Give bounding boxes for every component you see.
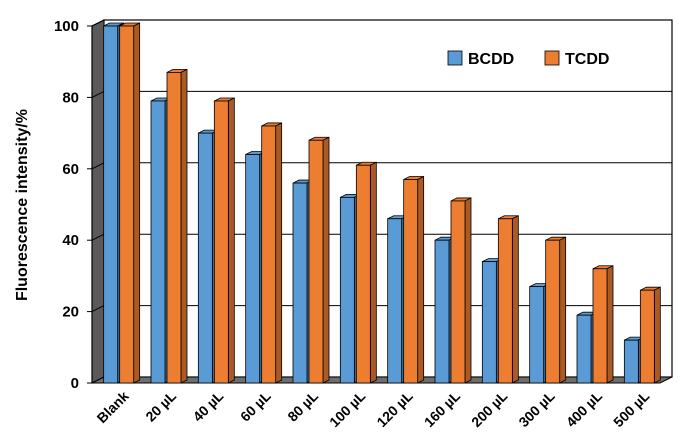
bar-front [403,179,419,384]
y-axis-title: Fluorescence intensity/% [14,109,31,301]
bar-front [529,286,545,384]
bar-front [497,218,513,384]
gridline-side [91,90,105,98]
gridline-side [91,162,105,170]
bar-tcdd [213,97,235,384]
bar-front [103,25,119,384]
bar-side [322,136,330,384]
bar-side [227,97,235,384]
x-tick-label: 300 µL [515,387,558,430]
x-tick-label: 60 µL [237,388,274,425]
bar-front [481,261,497,384]
legend-label-bcdd: BCDD [468,51,514,68]
bar-front [119,25,135,384]
legend-label-tcdd: TCDD [565,51,609,68]
gridline-side [91,19,105,27]
bar-tcdd [119,22,141,384]
bars [103,22,661,384]
y-tick-label: 20 [62,304,79,321]
y-tick-label: 40 [62,232,79,249]
bar-front [592,268,608,384]
bar-front [339,196,355,384]
x-tick-label: 80 µL [284,388,321,425]
x-tick-label: Blank [94,388,132,426]
legend-swatch-tcdd [544,50,560,66]
x-tick-label: 40 µL [190,388,227,425]
bar-front [245,154,261,384]
bar-tcdd [308,136,330,384]
x-tick-label: 500 µL [610,387,653,430]
bar-front [261,125,277,384]
bar-side [511,215,519,384]
bar-front [576,314,592,384]
x-tick-labels: Blank 20 µL 40 µL 60 µL 80 µL 100 µL 120 µL 160… [94,387,653,430]
y-tick-label: 80 [62,89,79,106]
y-tick-labels: 0 20 40 60 80 100 [54,18,79,392]
gridline-side [91,233,105,241]
x-tick-label: 200 µL [468,387,511,430]
floor [91,376,673,384]
bar-tcdd [355,161,377,384]
bar-tcdd [639,286,661,384]
bar-side [559,236,567,384]
bar-front [639,289,655,384]
x-tick-label: 120 µL [373,387,416,430]
bar-front [292,182,308,384]
x-tick-label: 160 µL [421,387,464,430]
bar-side [369,161,377,384]
bar-front [150,100,166,384]
legend-swatch-bcdd [447,50,463,66]
bar-tcdd [261,122,283,384]
y-tick-label: 100 [54,18,79,35]
bar-tcdd [166,68,188,384]
bar-front [434,239,450,384]
bar-tcdd [450,197,472,384]
y-tick-label: 0 [71,375,79,392]
bar-front [166,72,182,384]
bar-front [545,239,561,384]
bar-side [417,175,425,384]
bar-tcdd [497,215,519,384]
bar-tcdd [403,175,425,384]
legend: BCDD TCDD [447,50,609,68]
bar-tcdd [545,236,567,384]
x-tick-label: 20 µL [142,388,179,425]
bar-side [180,68,188,384]
side-wall [91,19,105,384]
bar-side [275,122,283,384]
bar-side [606,265,614,384]
bar-tcdd [592,265,614,384]
bar-front [213,100,229,384]
bar-front [450,200,466,384]
bar-front [387,218,403,384]
x-tick-label: 100 µL [326,387,369,430]
x-tick-label: 400 µL [563,387,606,430]
bar-front [623,339,639,384]
bar-front [355,164,371,384]
gridline-side [91,305,105,313]
y-tick-label: 60 [62,161,79,178]
bar-side [464,197,472,384]
bar-side [133,22,141,384]
bar-front [197,132,213,384]
bar-side [653,286,661,384]
bar-front [308,139,324,384]
